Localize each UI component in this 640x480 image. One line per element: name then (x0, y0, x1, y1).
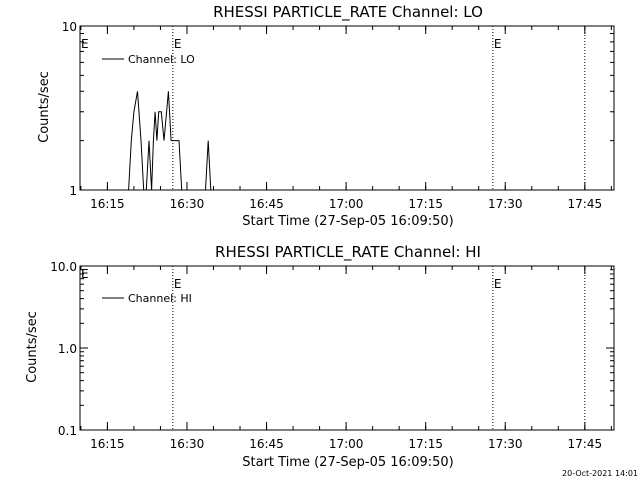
y-tick-label: 1 (69, 184, 77, 198)
x-tick-label: 16:15 (90, 437, 125, 451)
event-marker-label: E (174, 37, 182, 51)
panel-lo-legend-label: Channel: LO (128, 53, 195, 66)
panel-hi-ylabel: Counts/sec (25, 311, 40, 383)
x-tick-label: 17:00 (329, 437, 364, 451)
panel-hi-legend-label: Channel: HI (128, 292, 192, 305)
panel-lo-title: RHESSI PARTICLE_RATE Channel: LO (213, 3, 483, 22)
series-line-lo (128, 91, 214, 191)
y-tick-label: 1.0 (58, 342, 77, 356)
panel-hi: RHESSI PARTICLE_RATE Channel: HI Start T… (25, 243, 615, 470)
panel-hi-frame (79, 265, 615, 431)
x-tick-label: 16:45 (249, 197, 284, 211)
event-marker-label: E (494, 37, 502, 51)
panel-lo: RHESSI PARTICLE_RATE Channel: LO Start T… (37, 3, 615, 229)
x-tick-label: 17:00 (329, 197, 364, 211)
x-tick-label: 17:45 (568, 197, 603, 211)
panel-lo-xlabel: Start Time (27-Sep-05 16:09:50) (242, 214, 453, 229)
x-tick-label: 17:15 (408, 437, 443, 451)
y-tick-label: 10.0 (50, 260, 77, 274)
panel-hi-legend: Channel: HI (102, 292, 192, 305)
panel-lo-frame (79, 25, 615, 191)
x-tick-label: 17:30 (488, 197, 523, 211)
x-tick-label: 16:45 (249, 437, 284, 451)
event-marker-label: E (174, 277, 182, 291)
x-tick-label: 17:15 (408, 197, 443, 211)
x-tick-label: 17:45 (568, 437, 603, 451)
x-tick-label: 16:30 (170, 437, 205, 451)
footer-timestamp: 20-Oct-2021 14:01 (562, 469, 638, 478)
panel-lo-legend: Channel: LO (102, 53, 195, 66)
x-tick-label: 17:30 (488, 437, 523, 451)
panel-lo-corner-marker: E (81, 37, 89, 51)
panel-hi-title: RHESSI PARTICLE_RATE Channel: HI (215, 243, 481, 262)
panel-hi-xlabel: Start Time (27-Sep-05 16:09:50) (242, 455, 453, 470)
panel-lo-ylabel: Counts/sec (37, 71, 52, 143)
x-tick-label: 16:30 (170, 197, 205, 211)
panel-hi-corner-marker: E (81, 267, 89, 281)
event-marker-label: E (494, 277, 502, 291)
x-tick-label: 16:15 (90, 197, 125, 211)
y-tick-label: 0.1 (58, 424, 77, 438)
y-tick-label: 10 (62, 20, 77, 34)
